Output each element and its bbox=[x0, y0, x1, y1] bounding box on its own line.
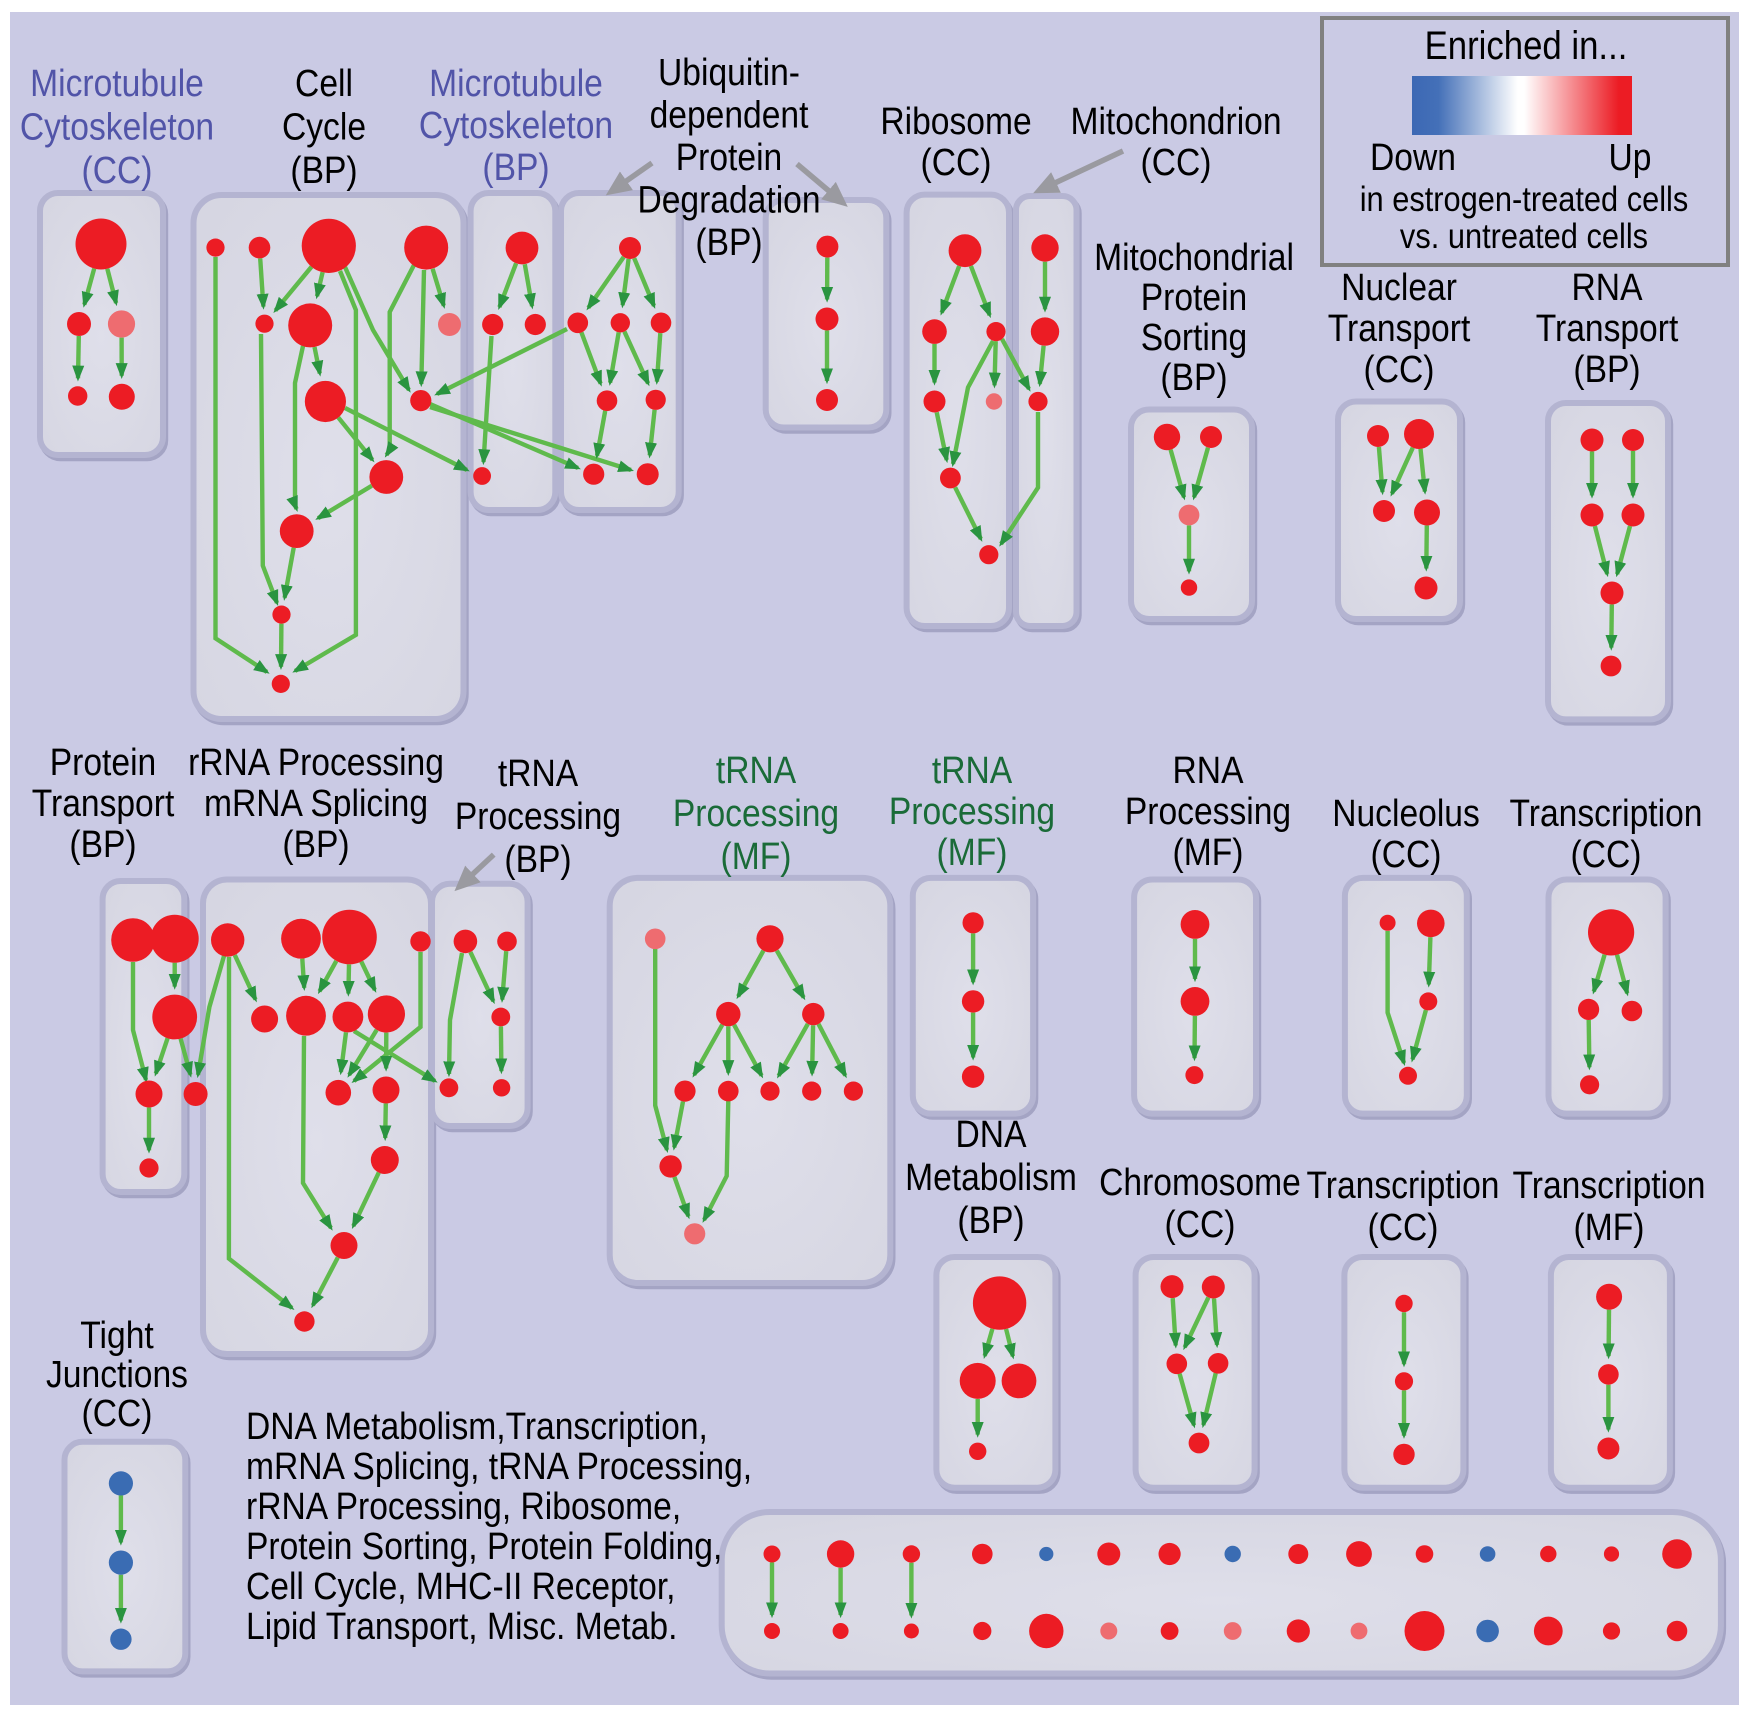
svg-text:(BP): (BP) bbox=[1573, 347, 1640, 391]
svg-text:(MF): (MF) bbox=[721, 834, 792, 878]
svg-text:(MF): (MF) bbox=[937, 830, 1008, 874]
svg-text:Cycle: Cycle bbox=[282, 104, 366, 148]
svg-text:in estrogen-treated cells: in estrogen-treated cells bbox=[1360, 179, 1689, 218]
svg-text:(BP): (BP) bbox=[290, 148, 357, 192]
svg-text:Microtubule: Microtubule bbox=[429, 61, 603, 105]
svg-text:Mitochondrial: Mitochondrial bbox=[1094, 235, 1294, 279]
svg-text:Sorting: Sorting bbox=[1141, 315, 1247, 359]
svg-text:Transport: Transport bbox=[1328, 306, 1471, 350]
svg-text:(BP): (BP) bbox=[482, 145, 549, 189]
svg-text:(CC): (CC) bbox=[1141, 140, 1212, 184]
svg-text:(CC): (CC) bbox=[82, 1391, 153, 1435]
svg-text:(BP): (BP) bbox=[695, 220, 762, 264]
svg-text:tRNA: tRNA bbox=[932, 748, 1012, 792]
svg-text:rRNA Processing, Ribosome,: rRNA Processing, Ribosome, bbox=[246, 1484, 681, 1528]
svg-text:vs. untreated cells: vs. untreated cells bbox=[1400, 216, 1648, 255]
svg-text:(CC): (CC) bbox=[1571, 832, 1642, 876]
svg-text:Up: Up bbox=[1609, 135, 1652, 179]
svg-text:Metabolism: Metabolism bbox=[905, 1155, 1077, 1199]
svg-text:Ubiquitin-: Ubiquitin- bbox=[658, 50, 800, 94]
svg-text:RNA: RNA bbox=[1572, 265, 1643, 309]
svg-text:(BP): (BP) bbox=[282, 822, 349, 866]
svg-text:Nuclear: Nuclear bbox=[1341, 265, 1457, 309]
svg-text:(BP): (BP) bbox=[957, 1198, 1024, 1242]
svg-text:DNA Metabolism,Transcription,: DNA Metabolism,Transcription, bbox=[246, 1404, 708, 1448]
svg-text:DNA: DNA bbox=[956, 1112, 1027, 1156]
svg-text:Enriched in...: Enriched in... bbox=[1425, 23, 1628, 68]
svg-text:(BP): (BP) bbox=[504, 837, 571, 881]
svg-text:(MF): (MF) bbox=[1574, 1205, 1645, 1249]
svg-text:Processing: Processing bbox=[455, 794, 621, 838]
svg-text:(CC): (CC) bbox=[1368, 1205, 1439, 1249]
svg-text:tRNA: tRNA bbox=[716, 748, 796, 792]
svg-text:Microtubule: Microtubule bbox=[30, 61, 204, 105]
svg-text:(CC): (CC) bbox=[1165, 1202, 1236, 1246]
svg-text:Down: Down bbox=[1370, 135, 1456, 179]
svg-text:Nucleolus: Nucleolus bbox=[1332, 791, 1480, 835]
svg-text:Transport: Transport bbox=[32, 781, 175, 825]
svg-text:(BP): (BP) bbox=[69, 822, 136, 866]
svg-text:(CC): (CC) bbox=[1371, 832, 1442, 876]
svg-text:mRNA Splicing, tRNA Processing: mRNA Splicing, tRNA Processing, bbox=[246, 1444, 752, 1488]
svg-text:Processing: Processing bbox=[1125, 789, 1291, 833]
svg-text:(CC): (CC) bbox=[1364, 347, 1435, 391]
svg-text:Transcription: Transcription bbox=[1307, 1163, 1500, 1207]
svg-text:Ribosome: Ribosome bbox=[880, 99, 1031, 143]
svg-text:(CC): (CC) bbox=[82, 148, 153, 192]
svg-text:Transcription: Transcription bbox=[1510, 791, 1703, 835]
svg-text:(BP): (BP) bbox=[1160, 355, 1227, 399]
svg-text:Transport: Transport bbox=[1536, 306, 1679, 350]
svg-text:Chromosome: Chromosome bbox=[1099, 1160, 1301, 1204]
svg-text:Protein: Protein bbox=[676, 135, 782, 179]
svg-text:(CC): (CC) bbox=[921, 140, 992, 184]
svg-text:Cytoskeleton: Cytoskeleton bbox=[20, 104, 214, 148]
svg-text:Transcription: Transcription bbox=[1513, 1163, 1706, 1207]
svg-text:RNA: RNA bbox=[1173, 748, 1244, 792]
svg-text:Tight: Tight bbox=[80, 1313, 153, 1357]
svg-text:Protein: Protein bbox=[1141, 275, 1247, 319]
svg-text:dependent: dependent bbox=[650, 92, 809, 136]
svg-text:Protein: Protein bbox=[50, 740, 156, 784]
svg-text:Cell: Cell bbox=[295, 61, 353, 105]
svg-text:Lipid Transport, Misc. Metab.: Lipid Transport, Misc. Metab. bbox=[246, 1604, 677, 1648]
svg-text:Cytoskeleton: Cytoskeleton bbox=[419, 103, 613, 147]
svg-text:(MF): (MF) bbox=[1173, 830, 1244, 874]
svg-text:Cell Cycle, MHC-II Receptor,: Cell Cycle, MHC-II Receptor, bbox=[246, 1564, 676, 1608]
svg-text:rRNA Processing: rRNA Processing bbox=[188, 740, 444, 784]
svg-text:tRNA: tRNA bbox=[498, 751, 578, 795]
svg-text:Protein Sorting, Protein Foldi: Protein Sorting, Protein Folding, bbox=[246, 1524, 722, 1568]
svg-text:mRNA Splicing: mRNA Splicing bbox=[204, 781, 428, 825]
svg-text:Junctions: Junctions bbox=[46, 1352, 188, 1396]
svg-text:Processing: Processing bbox=[889, 789, 1055, 833]
svg-text:Processing: Processing bbox=[673, 791, 839, 835]
svg-text:Mitochondrion: Mitochondrion bbox=[1070, 99, 1281, 143]
svg-text:Degradation: Degradation bbox=[637, 177, 820, 221]
